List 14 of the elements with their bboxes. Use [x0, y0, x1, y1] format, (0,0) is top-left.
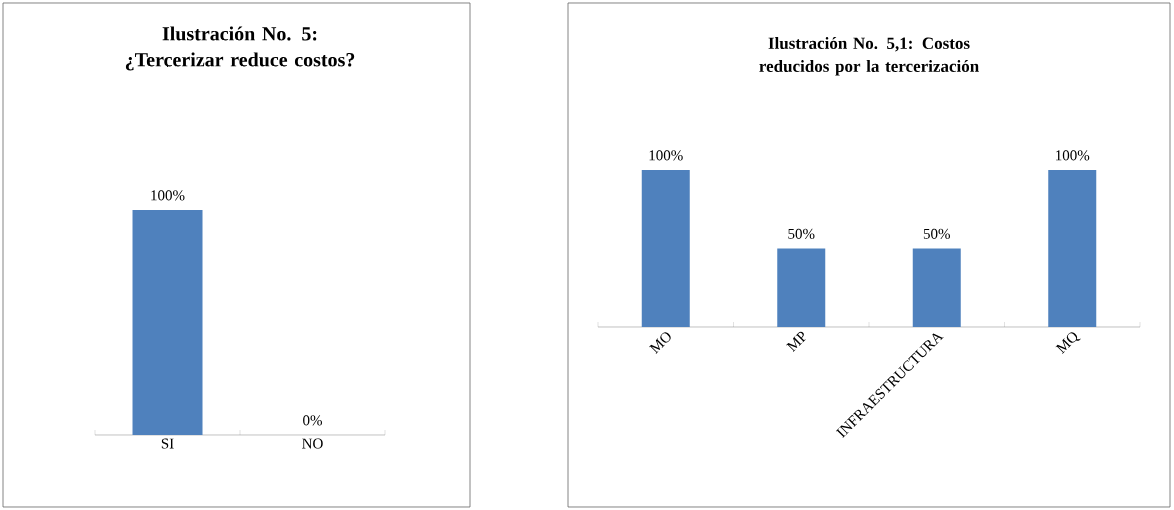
data-label: 50%: [788, 228, 815, 239]
chart-title: Ilustración No. 5:: [162, 26, 317, 41]
data-label: 100%: [151, 190, 185, 201]
chart-title: Ilustración No. 5,1: Costos reducidos por la tercerización: [759, 37, 979, 76]
data-label: 50%: [923, 228, 950, 239]
chart-subtitle: ¿Tercerizar reduce costos?: [125, 52, 355, 71]
x-tick-label: NO: [302, 438, 323, 449]
x-tick-label: MP: [786, 331, 806, 353]
data-label: 100%: [649, 150, 683, 161]
data-label: 0%: [303, 415, 322, 426]
x-tick-label: MO: [649, 332, 671, 354]
x-tick-label: SI: [161, 438, 174, 449]
data-label: 100%: [1056, 150, 1090, 161]
x-tick-label: MQ: [1055, 332, 1081, 354]
